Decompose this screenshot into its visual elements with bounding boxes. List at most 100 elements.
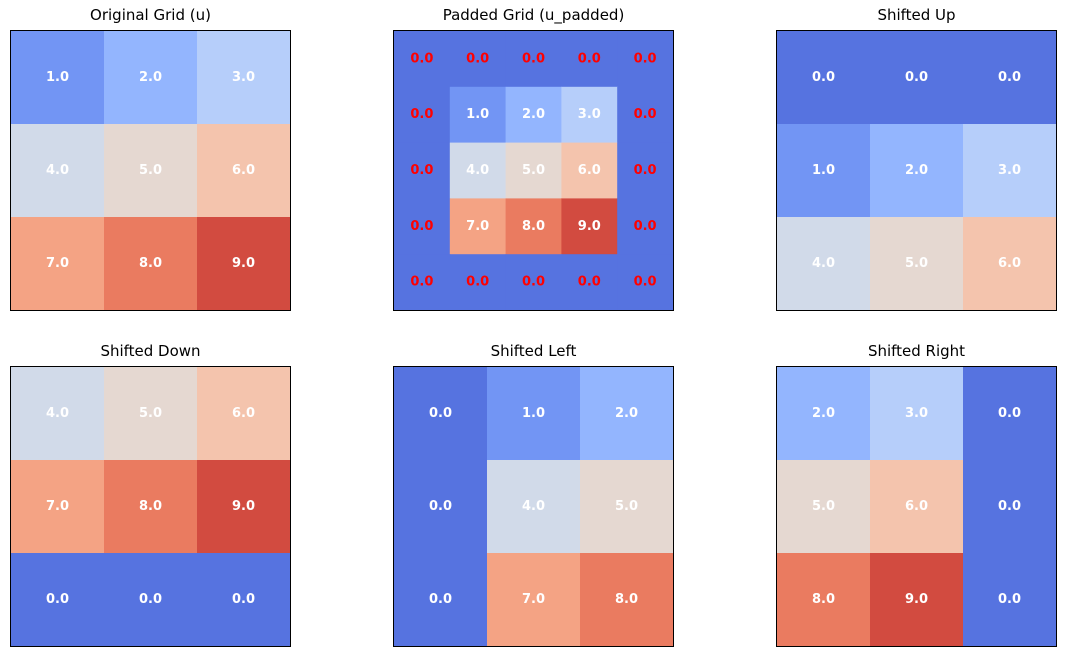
panel-title: Original Grid (u) xyxy=(90,6,211,24)
heatmap-cell xyxy=(505,31,562,88)
padding-value-label: 0.0 xyxy=(410,275,433,290)
heatmap-cell xyxy=(104,217,198,310)
heatmap-shifted-down: 4.0 5.0 6.0 7.0 8.0 9.0 0.0 0.0 0.0 xyxy=(10,366,291,647)
heatmap-cell xyxy=(197,367,290,461)
heatmap-cell xyxy=(505,254,562,310)
heatmap-cell xyxy=(197,460,290,554)
cell-value-label: 9.0 xyxy=(232,256,255,271)
heatmap-cell xyxy=(197,124,290,218)
panel-shifted-down: Shifted Down 4.0 5.0 6.0 7.0 8.0 9.0 0.0 0.0 0.0 xyxy=(10,342,291,647)
heatmap-cell xyxy=(394,142,451,199)
heatmap-cell xyxy=(11,553,105,646)
cell-value-label: 4.0 xyxy=(522,499,545,514)
heatmap-shifted-up: 0.0 0.0 0.0 1.0 2.0 3.0 4.0 5.0 6.0 xyxy=(776,30,1057,311)
heatmap-cell xyxy=(963,124,1056,218)
heatmap-cell xyxy=(394,460,488,554)
cell-value-label: 3.0 xyxy=(578,107,601,122)
cell-value-label: 2.0 xyxy=(615,406,638,421)
heatmap-cell xyxy=(777,460,871,554)
heatmap-cell xyxy=(394,31,451,88)
padding-value-label: 0.0 xyxy=(634,107,657,122)
heatmap-original-grid: 1.0 2.0 3.0 4.0 5.0 6.0 7.0 8.0 9.0 xyxy=(10,30,291,311)
heatmap-cell xyxy=(197,31,290,125)
heatmap-svg: 0.0 1.0 2.0 0.0 4.0 5.0 0.0 7.0 8.0 xyxy=(394,367,673,646)
cell-value-label: 2.0 xyxy=(139,70,162,85)
cell-value-label: 4.0 xyxy=(46,406,69,421)
cell-value-label: 0.0 xyxy=(46,592,69,607)
heatmap-cell xyxy=(561,31,618,88)
cell-value-label: 4.0 xyxy=(812,256,835,271)
padding-value-label: 0.0 xyxy=(634,275,657,290)
cell-value-label: 7.0 xyxy=(522,592,545,607)
panel-title: Shifted Up xyxy=(877,6,956,24)
heatmap-cell xyxy=(449,31,507,88)
heatmap-cell xyxy=(104,31,198,125)
padding-value-label: 0.0 xyxy=(634,219,657,234)
heatmap-cell xyxy=(11,124,105,218)
padding-value-label: 0.0 xyxy=(578,51,601,66)
cell-value-label: 5.0 xyxy=(615,499,638,514)
cell-value-label: 6.0 xyxy=(998,256,1021,271)
padding-value-label: 0.0 xyxy=(410,219,433,234)
heatmap-cell xyxy=(870,217,964,310)
cell-value-label: 9.0 xyxy=(578,219,601,234)
heatmap-cell xyxy=(777,124,871,218)
padding-value-label: 0.0 xyxy=(466,275,489,290)
padding-value-label: 0.0 xyxy=(410,51,433,66)
heatmap-cell xyxy=(104,460,198,554)
cell-value-label: 7.0 xyxy=(46,256,69,271)
cell-value-label: 8.0 xyxy=(522,219,545,234)
panel-shifted-up: Shifted Up 0.0 0.0 0.0 1.0 2.0 3.0 4.0 5.0 6.0 xyxy=(776,6,1057,311)
cell-value-label: 0.0 xyxy=(429,406,452,421)
cell-value-label: 8.0 xyxy=(139,499,162,514)
heatmap-cell xyxy=(870,124,964,218)
panel-title: Shifted Right xyxy=(867,342,966,360)
heatmap-svg: 4.0 5.0 6.0 7.0 8.0 9.0 0.0 0.0 0.0 xyxy=(11,367,290,646)
cell-value-label: 6.0 xyxy=(232,163,255,178)
heatmap-cell xyxy=(617,142,673,199)
cell-value-label: 6.0 xyxy=(905,499,928,514)
cell-value-label: 6.0 xyxy=(578,163,601,178)
heatmap-cell xyxy=(449,142,507,199)
padding-value-label: 0.0 xyxy=(522,51,545,66)
padding-value-label: 0.0 xyxy=(522,275,545,290)
panel-title: Shifted Down xyxy=(100,342,201,360)
padding-value-label: 0.0 xyxy=(410,107,433,122)
cell-value-label: 1.0 xyxy=(46,70,69,85)
panel-shifted-left: Shifted Left 0.0 1.0 2.0 0.0 4.0 5.0 0.0 7.0 8.0 xyxy=(393,342,674,647)
cell-value-label: 0.0 xyxy=(998,406,1021,421)
cell-value-label: 5.0 xyxy=(905,256,928,271)
cell-value-label: 3.0 xyxy=(232,70,255,85)
cell-value-label: 0.0 xyxy=(429,499,452,514)
heatmap-cell xyxy=(617,86,673,144)
heatmap-cell xyxy=(505,198,562,255)
cell-value-label: 5.0 xyxy=(812,499,835,514)
cell-value-label: 1.0 xyxy=(466,107,489,122)
panel-padded-grid: Padded Grid (u_padded) 0.0 0.0 0.0 0.0 0.0 0.… xyxy=(393,6,674,311)
heatmap-cell xyxy=(963,460,1056,554)
padding-value-label: 0.0 xyxy=(466,51,489,66)
cell-value-label: 0.0 xyxy=(905,70,928,85)
padding-value-label: 0.0 xyxy=(634,163,657,178)
heatmap-cell xyxy=(505,86,562,144)
cell-value-label: 9.0 xyxy=(905,592,928,607)
cell-value-label: 0.0 xyxy=(998,70,1021,85)
heatmap-svg: 0.0 0.0 0.0 1.0 2.0 3.0 4.0 5.0 6.0 xyxy=(777,31,1056,310)
heatmap-cell xyxy=(449,198,507,255)
heatmap-padded-grid: 0.0 0.0 0.0 0.0 0.0 0.0 1.0 2.0 3.0 0.0 0.0 4.0 5.0 6… xyxy=(393,30,674,311)
heatmap-cell xyxy=(870,367,964,461)
heatmap-cell xyxy=(197,217,290,310)
heatmap-cell xyxy=(777,217,871,310)
heatmap-cell xyxy=(394,367,488,461)
heatmap-cell xyxy=(963,217,1056,310)
heatmap-cell xyxy=(777,31,871,125)
heatmap-cell xyxy=(561,86,618,144)
padding-value-label: 0.0 xyxy=(410,163,433,178)
heatmap-cell xyxy=(617,31,673,88)
cell-value-label: 0.0 xyxy=(139,592,162,607)
heatmap-cell xyxy=(963,31,1056,125)
heatmap-svg: 2.0 3.0 0.0 5.0 6.0 0.0 8.0 9.0 0.0 xyxy=(777,367,1056,646)
cell-value-label: 3.0 xyxy=(905,406,928,421)
heatmap-svg: 1.0 2.0 3.0 4.0 5.0 6.0 7.0 8.0 9.0 xyxy=(11,31,290,310)
heatmap-cell xyxy=(963,553,1056,646)
